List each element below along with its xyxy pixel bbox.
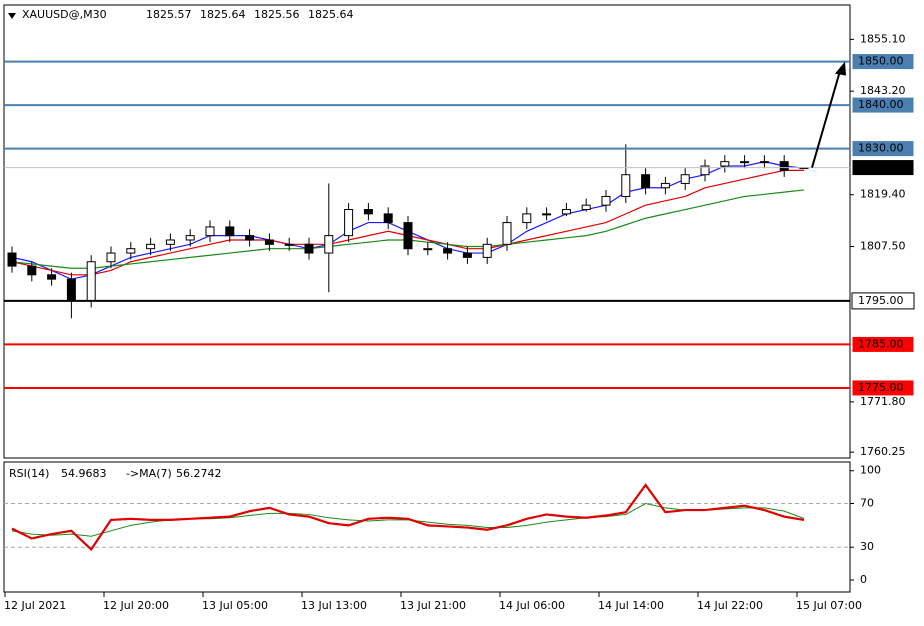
- candle-body: [680, 174, 690, 184]
- candle-body: [601, 195, 611, 206]
- price-label: 1840.00: [858, 98, 904, 111]
- symbol: XAUUSD@,M30: [22, 8, 107, 21]
- y-tick-label: 30: [860, 540, 874, 553]
- price-label-box: [851, 292, 915, 310]
- candle-body: [542, 213, 552, 216]
- price-label: 1795.00: [858, 294, 904, 307]
- open-value: 1825.57: [146, 8, 192, 21]
- price-label-box: [851, 159, 915, 177]
- candle-body: [304, 243, 314, 254]
- price-label: 1825.64: [858, 161, 904, 174]
- price-label-box: [851, 379, 915, 397]
- candle-body: [205, 226, 215, 237]
- x-tick-label: 12 Jul 2021: [4, 599, 66, 612]
- main-panel: [3, 4, 851, 459]
- y-tick-label: 1760.25: [860, 445, 906, 458]
- candle-body: [779, 161, 789, 171]
- x-tick-label: 13 Jul 21:00: [400, 599, 466, 612]
- price-label-box: [851, 140, 915, 158]
- candle-body: [482, 243, 492, 258]
- rsi-line: [11, 483, 805, 552]
- candle-body: [185, 235, 195, 241]
- y-tick-label: 1855.10: [860, 32, 906, 45]
- candle-body: [502, 222, 512, 245]
- candle-body: [759, 161, 769, 164]
- price-label-box: [851, 53, 915, 71]
- price-label: 1830.00: [858, 142, 904, 155]
- arrow-head: [835, 61, 846, 76]
- candle-body: [146, 243, 156, 250]
- candle-body: [225, 226, 235, 237]
- x-tick-label: 14 Jul 06:00: [499, 599, 565, 612]
- candle-body: [86, 261, 96, 302]
- candle-body: [660, 182, 670, 189]
- candle-body: [383, 213, 393, 224]
- price-label: 1785.00: [858, 337, 904, 350]
- y-tick-label: 1819.40: [860, 188, 906, 201]
- forecast-arrow: [811, 67, 842, 168]
- ma-value: 56.2742: [176, 467, 222, 480]
- x-tick-label: 15 Jul 07:00: [796, 599, 862, 612]
- candle-body: [344, 209, 354, 237]
- candle-body: [324, 235, 334, 254]
- candle-body: [126, 248, 136, 254]
- candle-body: [284, 243, 294, 246]
- candle-body: [522, 213, 532, 224]
- x-tick-label: 14 Jul 22:00: [697, 599, 763, 612]
- y-tick-label: 1843.20: [860, 84, 906, 97]
- x-tick-label: 13 Jul 05:00: [202, 599, 268, 612]
- y-tick-label: 1807.50: [860, 240, 906, 253]
- candle-body: [561, 209, 571, 215]
- low-value: 1825.56: [254, 8, 300, 21]
- rsi-value: 54.9683: [61, 467, 107, 480]
- candle-body: [264, 239, 274, 245]
- x-tick-label: 13 Jul 13:00: [301, 599, 367, 612]
- candle-body: [641, 174, 651, 189]
- rsi-panel: [3, 461, 851, 593]
- candle-body: [27, 265, 37, 276]
- price-label: 1775.00: [858, 381, 904, 394]
- price-label-box: [851, 335, 915, 353]
- y-tick-label: 100: [860, 464, 881, 477]
- price-label: 1850.00: [858, 55, 904, 68]
- candle-body: [423, 248, 433, 251]
- candle-body: [7, 252, 17, 267]
- candle-body: [165, 239, 175, 245]
- candle-body: [245, 235, 255, 241]
- rsi-name: RSI(14): [9, 467, 49, 480]
- menu-arrow: [8, 13, 16, 19]
- close-value: 1825.64: [308, 8, 354, 21]
- y-tick-label: 70: [860, 497, 874, 510]
- candle-body: [720, 161, 730, 167]
- candle-body: [403, 222, 413, 250]
- ma-name: ->MA(7): [126, 467, 172, 480]
- price-label-box: [851, 96, 915, 114]
- candle-body: [106, 252, 116, 263]
- x-tick-label: 12 Jul 20:00: [103, 599, 169, 612]
- candle-body: [581, 204, 591, 211]
- candle-body: [443, 248, 453, 254]
- high-value: 1825.64: [200, 8, 246, 21]
- candle-body: [363, 209, 373, 215]
- candle-body: [462, 252, 472, 258]
- y-tick-label: 0: [860, 573, 867, 586]
- candle-body: [47, 274, 57, 280]
- candle-body: [740, 161, 750, 164]
- x-tick-label: 14 Jul 14:00: [598, 599, 664, 612]
- candle-body: [621, 174, 631, 197]
- y-tick-label: 1771.80: [860, 395, 906, 408]
- candle-body: [700, 165, 710, 176]
- candle-body: [66, 278, 76, 302]
